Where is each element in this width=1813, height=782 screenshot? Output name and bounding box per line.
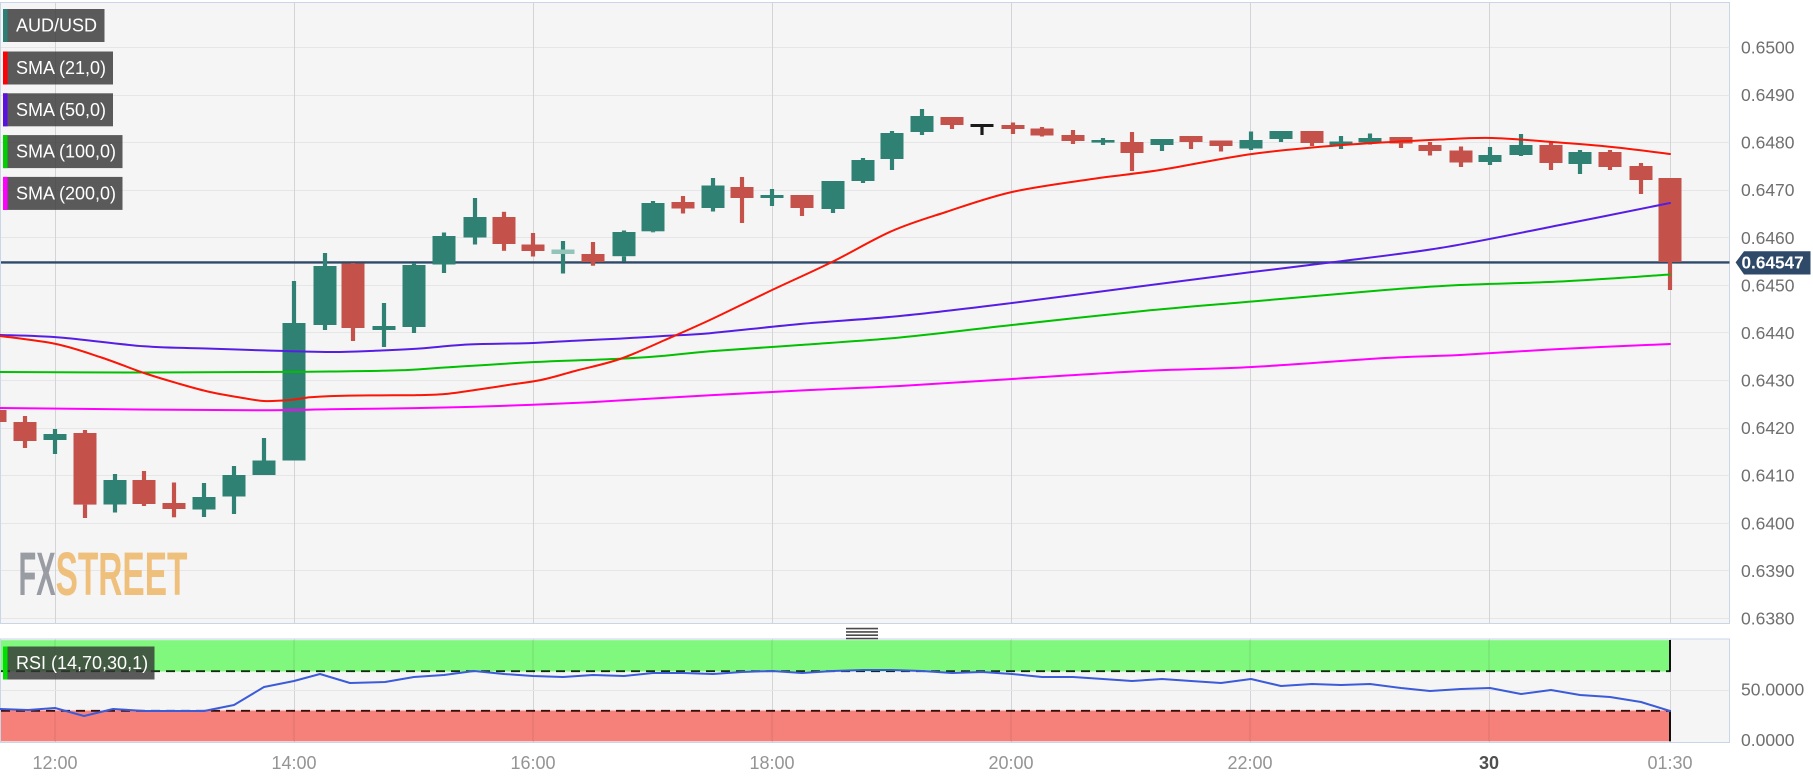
svg-text:0.64547: 0.64547 xyxy=(1742,253,1804,273)
svg-text:0.6500: 0.6500 xyxy=(1741,38,1795,58)
svg-text:14:00: 14:00 xyxy=(271,753,316,773)
svg-text:STREET: STREET xyxy=(56,540,188,608)
svg-text:01:30: 01:30 xyxy=(1647,753,1692,773)
svg-text:0.6410: 0.6410 xyxy=(1741,466,1795,486)
svg-text:50.0000: 50.0000 xyxy=(1741,680,1805,700)
svg-text:22:00: 22:00 xyxy=(1227,753,1272,773)
svg-text:0.6400: 0.6400 xyxy=(1741,513,1795,533)
svg-text:12:00: 12:00 xyxy=(32,753,77,773)
svg-text:0.6460: 0.6460 xyxy=(1741,228,1795,248)
svg-text:30: 30 xyxy=(1479,753,1499,773)
svg-text:FX: FX xyxy=(19,541,56,609)
svg-text:0.6440: 0.6440 xyxy=(1741,323,1795,343)
svg-text:20:00: 20:00 xyxy=(988,753,1033,773)
svg-text:0.6450: 0.6450 xyxy=(1741,275,1795,295)
svg-text:0.0000: 0.0000 xyxy=(1741,730,1795,750)
svg-text:SMA (100,0): SMA (100,0) xyxy=(16,142,116,162)
svg-text:SMA (21,0): SMA (21,0) xyxy=(16,58,106,78)
svg-text:0.6390: 0.6390 xyxy=(1741,561,1795,581)
svg-text:SMA (50,0): SMA (50,0) xyxy=(16,100,106,120)
svg-text:SMA (200,0): SMA (200,0) xyxy=(16,183,116,203)
svg-text:0.6420: 0.6420 xyxy=(1741,418,1795,438)
svg-text:16:00: 16:00 xyxy=(510,753,555,773)
svg-text:0.6430: 0.6430 xyxy=(1741,371,1795,391)
svg-text:0.6470: 0.6470 xyxy=(1741,180,1795,200)
svg-text:0.6490: 0.6490 xyxy=(1741,85,1795,105)
svg-text:0.6380: 0.6380 xyxy=(1741,609,1795,629)
svg-text:RSI (14,70,30,1): RSI (14,70,30,1) xyxy=(16,653,148,673)
svg-text:18:00: 18:00 xyxy=(749,753,794,773)
svg-text:0.6480: 0.6480 xyxy=(1741,133,1795,153)
svg-text:AUD/USD: AUD/USD xyxy=(16,16,97,36)
